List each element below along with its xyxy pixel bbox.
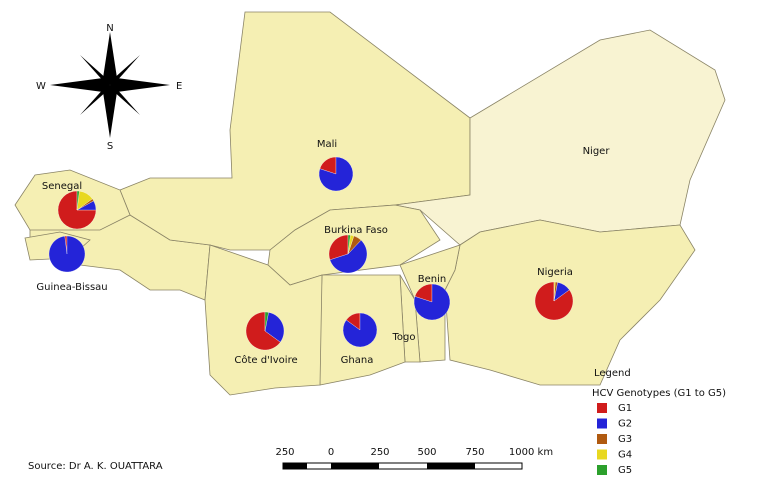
legend-subtitle: HCV Genotypes (G1 to G5) — [592, 388, 726, 399]
compass-s: S — [107, 141, 113, 152]
pies: Mali Niger Senegal Guinea-Bissau Burkina Fas… — [36, 139, 610, 366]
pie-wedge — [347, 234, 351, 255]
legend-label: G4 — [618, 450, 632, 461]
country-label: Togo — [392, 332, 416, 343]
scale-label: 250 — [275, 447, 294, 458]
pie-wedge — [413, 283, 451, 321]
legend-label: G1 — [618, 403, 632, 414]
pie-wedge — [328, 234, 349, 261]
scale-label: 1000 km — [509, 447, 553, 458]
legend-title: Legend — [594, 368, 631, 379]
pie-wedge — [342, 312, 378, 348]
legend: Legend HCV Genotypes (G1 to G5) G1 G2 G3 G4… — [592, 368, 726, 476]
scale-label: 750 — [465, 447, 484, 458]
pie-wedge — [318, 156, 354, 192]
legend-swatch — [597, 449, 607, 460]
pie-wedge — [553, 281, 556, 302]
scale-label: 0 — [328, 447, 334, 458]
country-label: Niger — [583, 146, 611, 157]
compass: N S E W — [36, 23, 182, 152]
legend-label: G2 — [618, 419, 632, 430]
scale-label: 250 — [370, 447, 389, 458]
country-label: Guinea-Bissau — [36, 282, 107, 293]
country-label: Mali — [317, 139, 337, 150]
country-label: Ghana — [341, 355, 374, 366]
scale-bar: 250 0 250 500 750 1000 km — [275, 447, 553, 470]
legend-swatch — [597, 403, 607, 413]
country-label: Burkina Faso — [324, 225, 388, 236]
compass-n: N — [106, 23, 113, 34]
legend-swatch — [597, 418, 607, 429]
legend-label: G5 — [618, 465, 632, 476]
country-label: Senegal — [42, 181, 82, 192]
pie-wedge — [245, 311, 281, 351]
pie-wedge — [76, 190, 80, 211]
pie-wedge — [329, 239, 368, 274]
scale-label: 500 — [417, 447, 436, 458]
compass-e: E — [176, 81, 182, 92]
pie-wedge — [57, 190, 97, 230]
legend-swatch — [597, 465, 607, 475]
pie-wedge — [264, 312, 285, 343]
compass-w: W — [36, 81, 46, 92]
legend-swatch — [597, 434, 607, 444]
country-label: Benin — [418, 274, 446, 285]
country-label: Côte d'Ivoire — [234, 354, 297, 366]
source: Source: Dr A. K. OUATTARA — [28, 461, 163, 472]
legend-label: G3 — [618, 434, 632, 445]
pie-wedge — [48, 235, 86, 273]
pie-wedge — [264, 311, 269, 332]
country-label: Nigeria — [537, 267, 573, 278]
